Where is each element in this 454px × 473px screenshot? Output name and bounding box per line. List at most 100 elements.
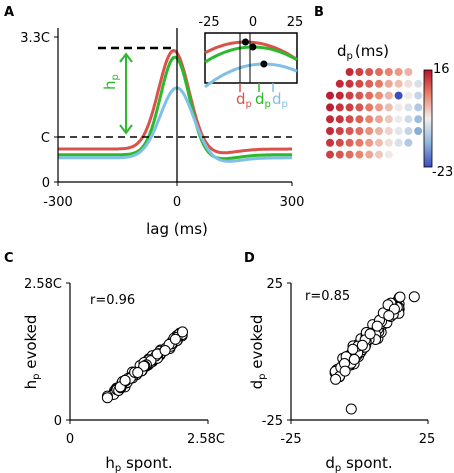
d-point bbox=[408, 291, 420, 303]
heatmap-dot-3-6 bbox=[384, 103, 393, 112]
d-xtick-label-left: -25 bbox=[280, 432, 301, 447]
heatmap-dot-2-6 bbox=[384, 91, 393, 100]
panel-c: C 0 2.58C 0 2.58C r=0.96 hp spont. hp ev… bbox=[4, 251, 225, 473]
colorbar-tick-max: 16 bbox=[433, 62, 450, 77]
heatmap-dot-4-7 bbox=[394, 115, 403, 124]
heatmap-dot-5-9 bbox=[414, 127, 423, 135]
c-annotation: r=0.96 bbox=[90, 293, 135, 308]
heatmap-dot-6-0 bbox=[326, 138, 334, 147]
panel-a-curves bbox=[58, 49, 292, 163]
heatmap-dot-6-2 bbox=[345, 138, 354, 147]
panel-a: A 0 C 3.3C -300 0 300 lag (ms) hp bbox=[4, 5, 304, 238]
inset-series-red bbox=[205, 42, 297, 60]
colorbar bbox=[423, 69, 433, 168]
panel-b-label: B bbox=[314, 5, 324, 20]
heatmap-dot-1-3 bbox=[355, 79, 364, 88]
heatmap-dot-4-1 bbox=[335, 115, 344, 124]
heatmap-dot-4-2 bbox=[345, 115, 354, 124]
d-ytick-label-bottom: -25 bbox=[262, 414, 283, 429]
heatmap-dot-1-5 bbox=[375, 79, 383, 88]
c-scatter-points bbox=[101, 326, 188, 404]
a-xtick-label-300: 300 bbox=[280, 195, 305, 210]
a-series-red bbox=[58, 49, 292, 155]
hp-label: hp bbox=[101, 74, 121, 90]
c-point bbox=[169, 333, 181, 345]
d-ytick-label-top: 25 bbox=[266, 277, 283, 292]
heatmap-dot-0-8 bbox=[404, 68, 413, 76]
panel-a-label: A bbox=[4, 5, 14, 20]
a-xtick-label-0: 0 bbox=[173, 195, 181, 210]
heatmap-dot-0-2 bbox=[345, 68, 354, 76]
heatmap-dot-5-7 bbox=[394, 127, 403, 135]
b-title: dp (ms) bbox=[337, 42, 389, 62]
inset-label-green: dp bbox=[255, 90, 271, 110]
heatmap-dot-0-5 bbox=[375, 68, 383, 76]
panel-d: D -25 25 -25 25 r=0.85 dp spont. dp evok… bbox=[244, 251, 435, 473]
heatmap-dot-7-5 bbox=[375, 150, 383, 159]
panel-d-label: D bbox=[244, 251, 255, 266]
heatmap-dot-7-3 bbox=[355, 150, 364, 159]
heatmap-dot-0-3 bbox=[355, 68, 364, 76]
d-xlabel: dp spont. bbox=[325, 454, 392, 473]
heatmap-dot-2-4 bbox=[365, 91, 374, 100]
heatmap-dot-6-4 bbox=[365, 138, 374, 147]
heatmap-dot-6-7 bbox=[394, 138, 403, 147]
heatmap-dot-6-5 bbox=[375, 138, 383, 147]
a-ytick-label-0: 0 bbox=[42, 176, 50, 191]
c-ylabel: hp evoked bbox=[22, 315, 42, 390]
a-ytick-label-c: C bbox=[41, 131, 50, 146]
a-series-green bbox=[58, 55, 292, 161]
c-point bbox=[119, 374, 131, 386]
heatmap-dot-5-6 bbox=[384, 127, 393, 135]
hp-arrow: hp bbox=[101, 52, 133, 135]
heatmap-dot-1-9 bbox=[414, 79, 423, 88]
heatmap-dot-4-6 bbox=[384, 115, 393, 124]
heatmap-dot-7-1 bbox=[335, 150, 344, 159]
d-point bbox=[356, 339, 368, 351]
a-xtick-label-m300: -300 bbox=[43, 195, 73, 210]
inset-xtick-25: 25 bbox=[287, 15, 304, 30]
d-point bbox=[330, 373, 342, 385]
heatmap-dot-0-6 bbox=[384, 68, 393, 76]
heatmap-dot-4-0 bbox=[326, 115, 334, 124]
heatmap-dot-6-6 bbox=[384, 138, 393, 147]
d-point bbox=[394, 291, 406, 303]
heatmap-dot-5-0 bbox=[326, 127, 334, 135]
a-series-blue bbox=[58, 86, 292, 163]
heatmap-dot-3-0 bbox=[326, 103, 334, 112]
inset-markers bbox=[241, 38, 268, 68]
heatmap-dot-6-1 bbox=[335, 138, 344, 147]
inset-series-blue bbox=[205, 64, 297, 87]
heatmap-dot-3-5 bbox=[375, 103, 383, 112]
panel-c-label: C bbox=[4, 251, 14, 266]
c-point bbox=[159, 345, 171, 356]
d-point bbox=[371, 320, 383, 332]
heatmap-dot-2-3 bbox=[355, 91, 364, 100]
inset-peak-blue bbox=[260, 60, 268, 68]
d-point bbox=[348, 353, 360, 365]
panel-b: B dp (ms) 16 -23 bbox=[314, 5, 453, 180]
heatmap-dot-6-8 bbox=[404, 138, 413, 147]
inset-xtick-0: 0 bbox=[249, 15, 257, 30]
heatmap-dot-6-3 bbox=[355, 138, 364, 147]
heatmap-dot-3-9 bbox=[414, 103, 423, 112]
heatmap-dot-3-7 bbox=[394, 103, 403, 112]
heatmap-dot-4-4 bbox=[365, 115, 374, 124]
c-point bbox=[132, 367, 144, 378]
c-ytick-label-0: 0 bbox=[54, 414, 62, 429]
heatmap-dot-2-0 bbox=[326, 91, 334, 100]
heatmap-dot-2-2 bbox=[345, 91, 354, 100]
heatmap-dot-4-9 bbox=[414, 115, 423, 124]
d-point bbox=[383, 310, 395, 322]
heatmap-dot-5-2 bbox=[345, 127, 354, 135]
c-xtick-label-0: 0 bbox=[66, 432, 74, 447]
heatmap-dot-4-3 bbox=[355, 115, 364, 124]
heatmap-dot-5-5 bbox=[375, 127, 383, 135]
d-point bbox=[364, 328, 376, 340]
inset-frame bbox=[204, 32, 298, 84]
d-xtick-label-right: 25 bbox=[419, 432, 436, 447]
heatmap-dot-7-6 bbox=[384, 150, 393, 159]
heatmap-dot-1-6 bbox=[384, 79, 393, 88]
inset-label-blue: dp bbox=[272, 90, 288, 110]
